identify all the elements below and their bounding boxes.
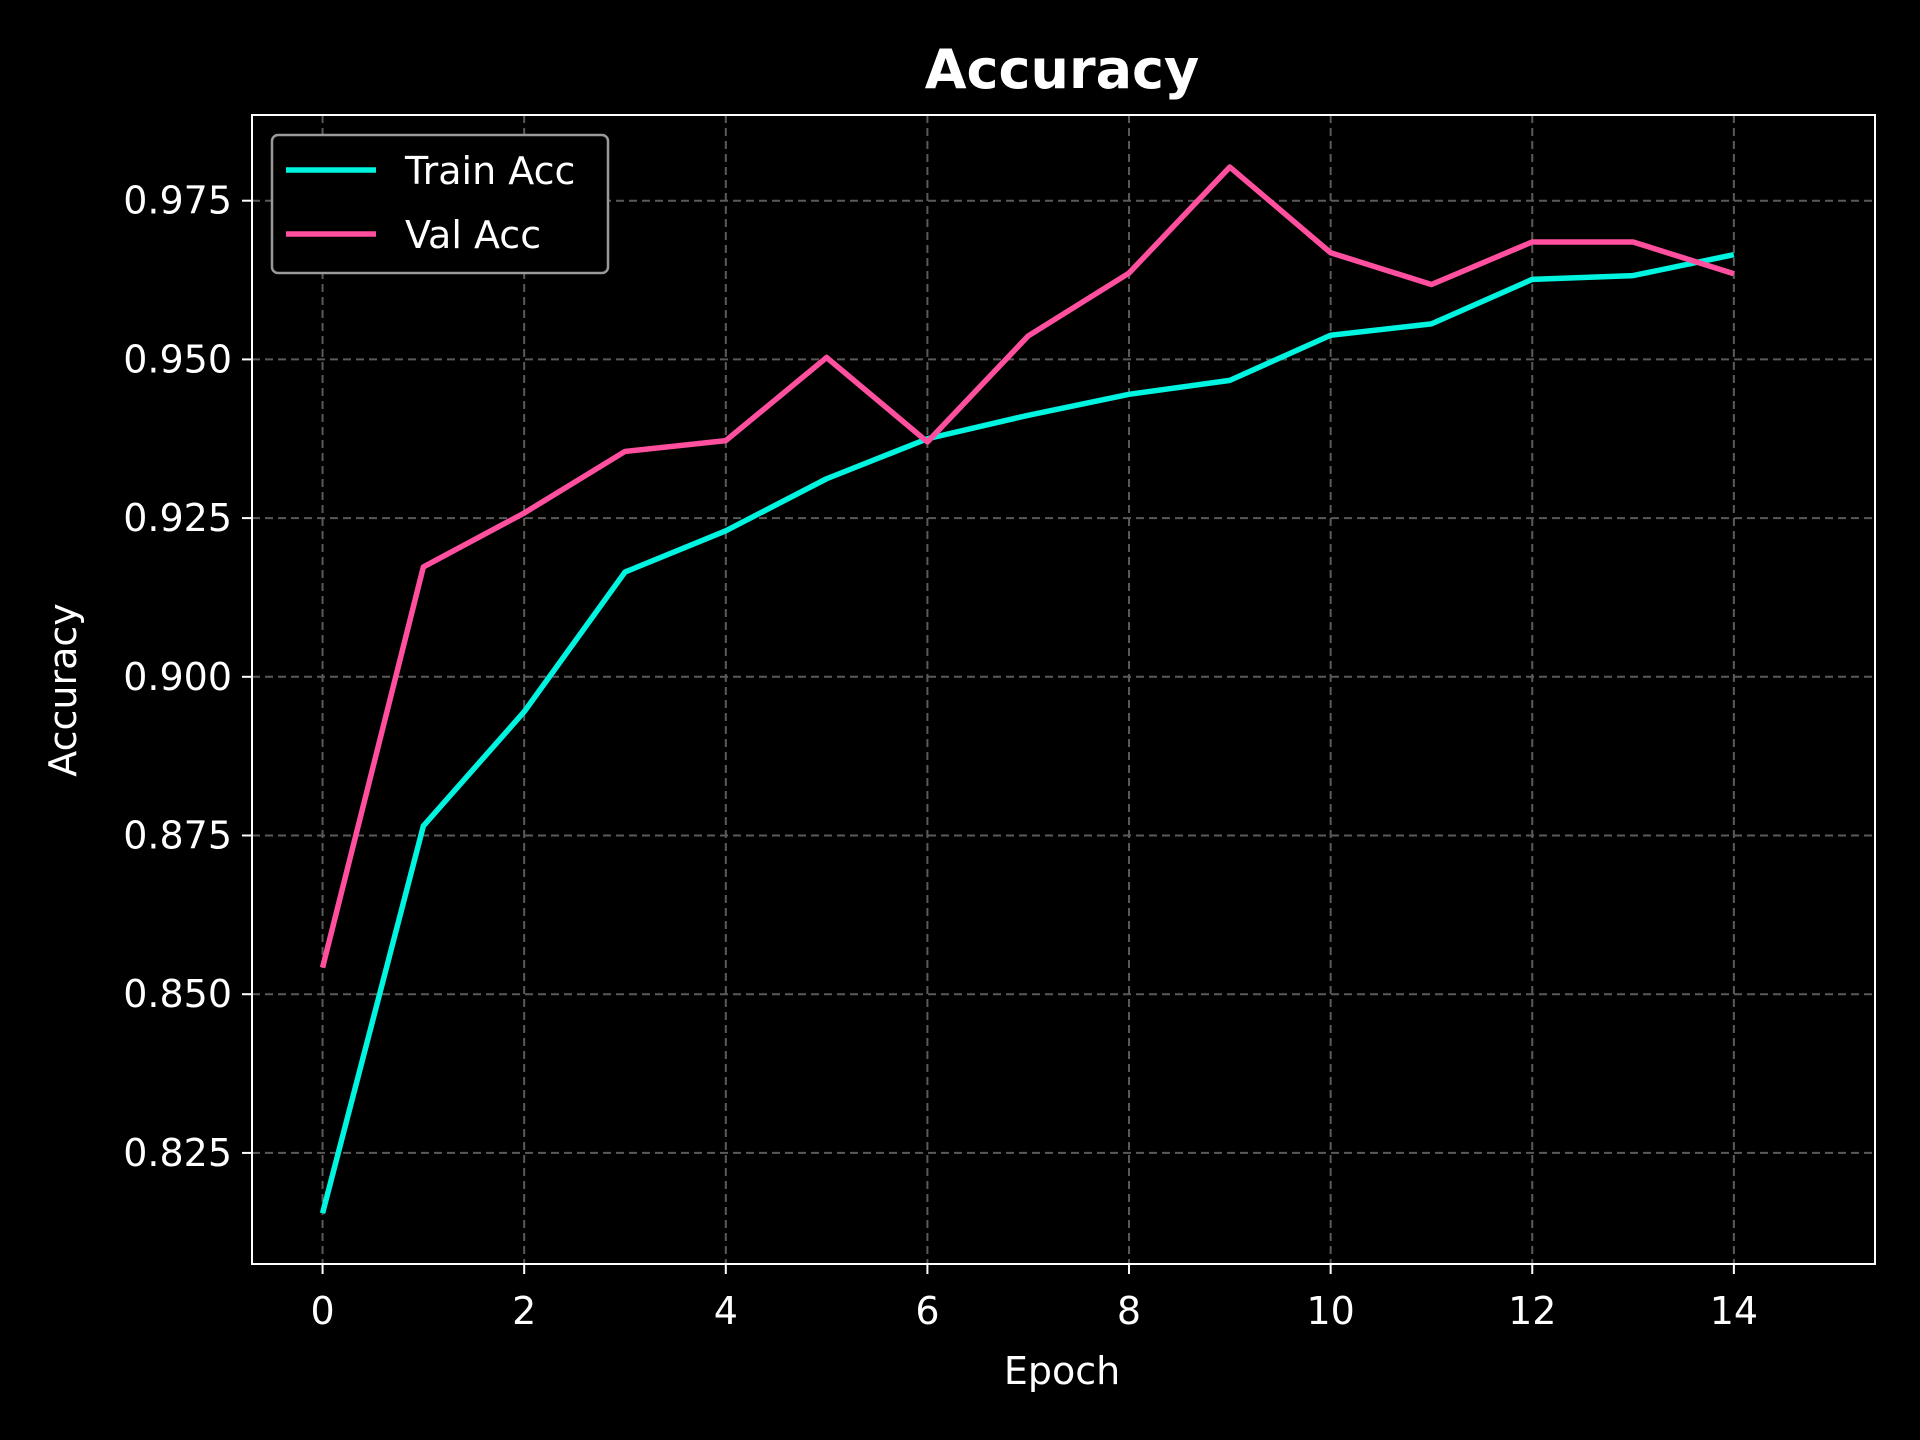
y-tick-label: 0.900 [123,655,232,699]
y-axis-label: Accuracy [41,603,85,777]
x-tick-label: 14 [1710,1289,1758,1333]
y-tick-label: 0.850 [123,972,232,1016]
plot-frame [251,114,1876,1265]
legend-label-val-acc: Val Acc [405,213,541,257]
y-tick-label: 0.825 [123,1131,232,1175]
series-line-val-acc [319,164,1735,969]
y-tick-label: 0.875 [123,814,232,858]
x-tick-label: 0 [310,1289,334,1333]
grid [252,115,1875,1264]
chart-title: Accuracy [925,38,1200,101]
x-tick-label: 10 [1306,1289,1354,1333]
legend: Train Acc Val Acc [270,133,610,275]
y-tick-label: 0.950 [123,337,232,381]
legend-label-train-acc: Train Acc [404,149,575,193]
axis-ticks: 0 2 4 6 8 10 12 14 0.825 0.850 0.875 0.900 0.925 0.95… [123,179,1758,1333]
series-lines [319,164,1735,1214]
series-line-train-acc [319,251,1735,1214]
x-tick-label: 12 [1508,1289,1556,1333]
y-tick-label: 0.925 [123,496,232,540]
x-axis-label: Epoch [1004,1349,1120,1393]
y-tick-label: 0.975 [123,179,232,223]
x-tick-label: 8 [1117,1289,1141,1333]
x-tick-label: 6 [915,1289,939,1333]
x-tick-label: 2 [512,1289,536,1333]
x-tick-label: 4 [714,1289,738,1333]
